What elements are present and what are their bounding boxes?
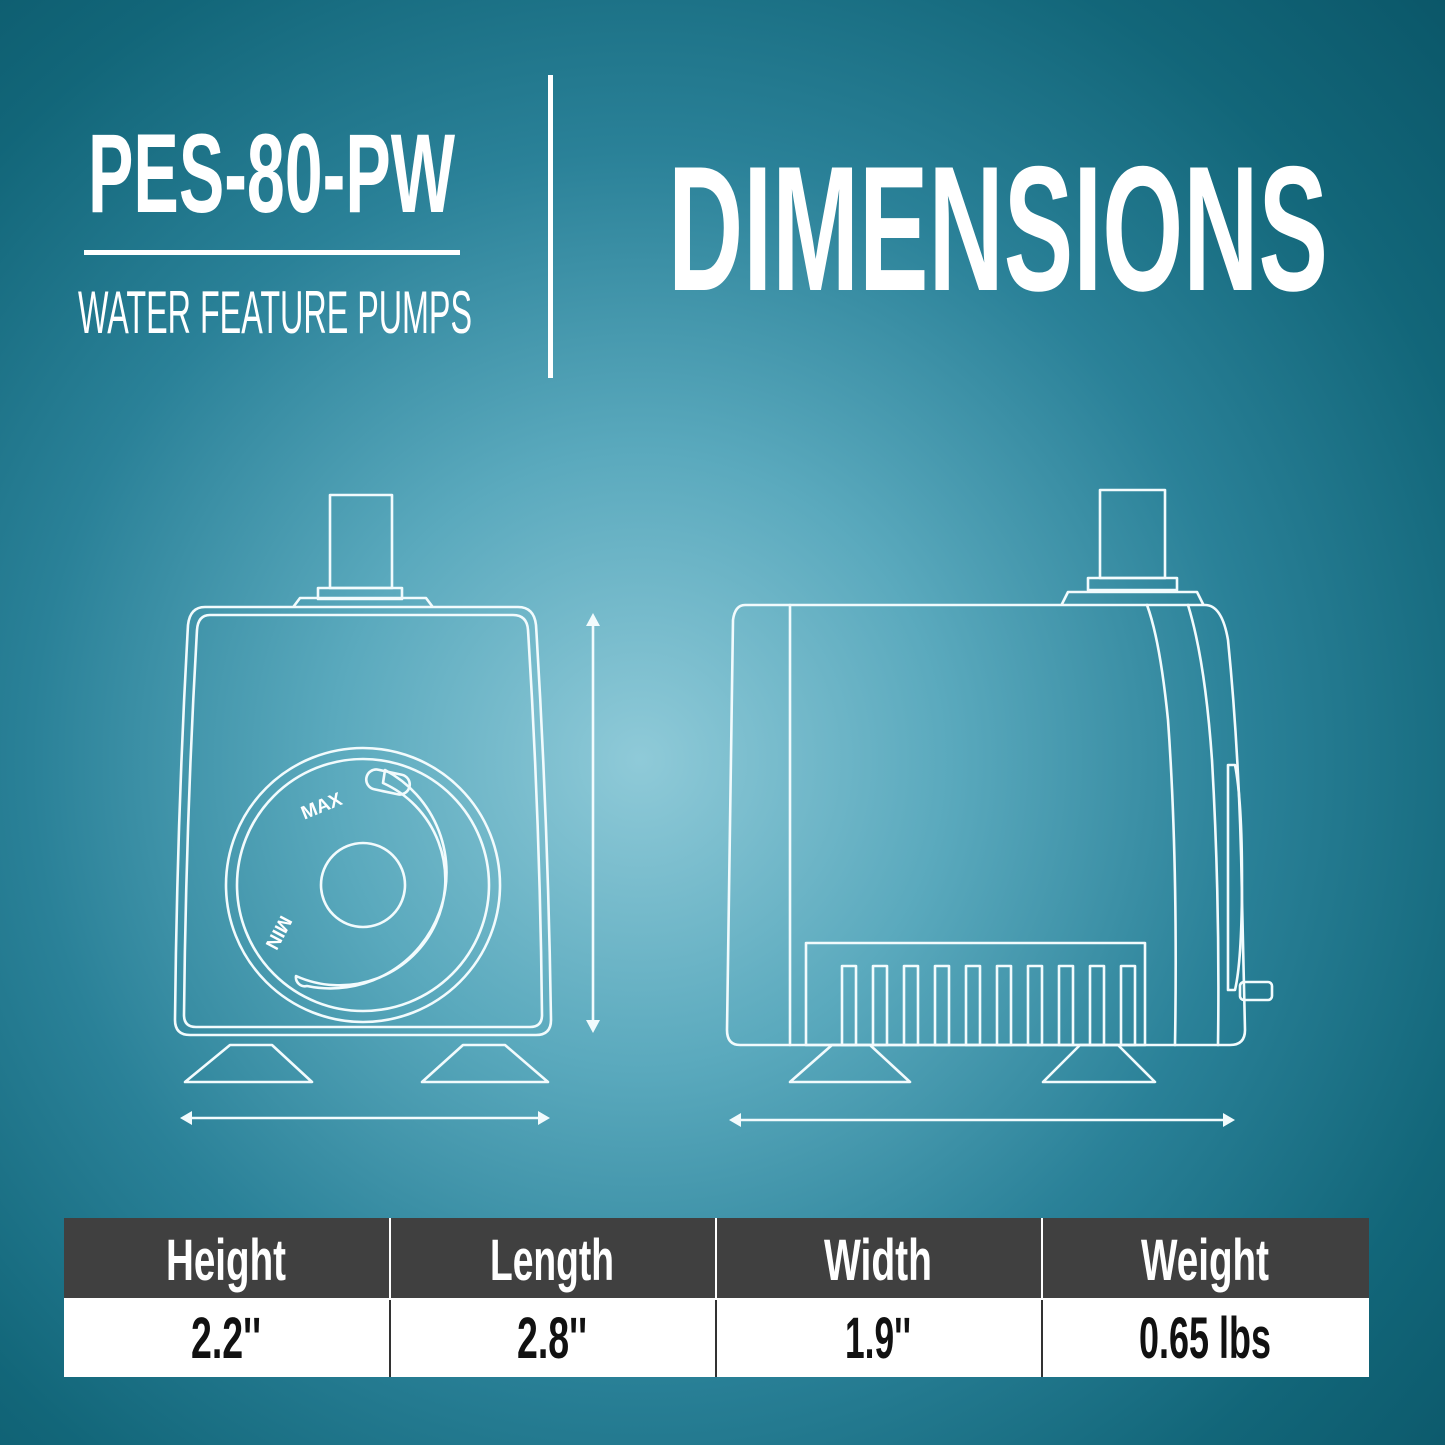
- value-length: 2.8'': [517, 1306, 587, 1371]
- dial-max-label: MAX: [298, 789, 345, 824]
- pump-side-view: [725, 488, 1274, 1084]
- specs-table: Height Length Width Weight 2.2'' 2.8'' 1…: [64, 1218, 1369, 1377]
- model-underline: [84, 250, 460, 255]
- column-header-width: Width: [824, 1228, 932, 1293]
- value-weight: 0.65 lbs: [1139, 1306, 1271, 1371]
- column-header-weight: Weight: [1141, 1228, 1269, 1293]
- width-arrow: [180, 1111, 550, 1125]
- column-header-height: Height: [166, 1228, 286, 1293]
- column-header-length: Length: [490, 1228, 614, 1293]
- product-subtitle: WATER FEATURE PUMPS: [78, 279, 472, 346]
- pump-front-view: MAX MIN: [173, 493, 553, 1084]
- header-divider: [548, 75, 553, 378]
- model-number: PES-80-PW: [88, 111, 455, 236]
- value-height: 2.2'': [191, 1306, 261, 1371]
- page-title: DIMENSIONS: [668, 129, 1328, 328]
- height-arrow: [586, 613, 600, 1033]
- value-width: 1.9'': [845, 1306, 911, 1371]
- length-arrow: [729, 1113, 1235, 1127]
- dial-min-label: MIN: [261, 912, 296, 953]
- vent-slots: [840, 964, 1137, 1047]
- flow-dial: MAX MIN: [224, 746, 502, 1024]
